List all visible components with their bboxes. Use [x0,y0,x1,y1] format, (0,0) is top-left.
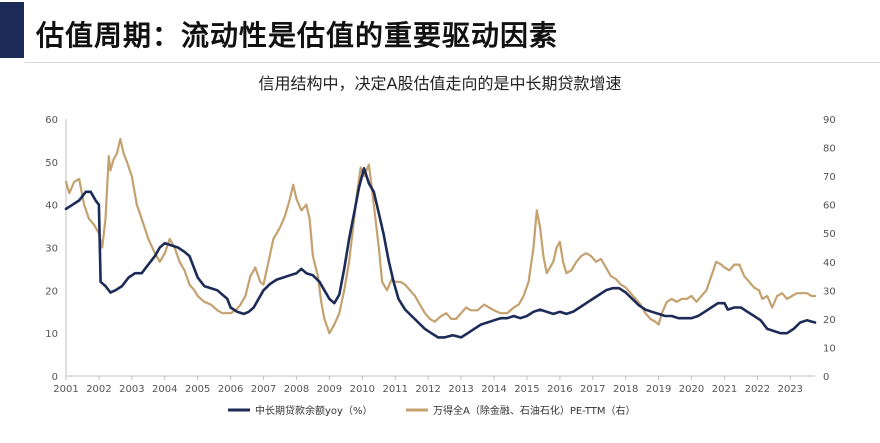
x-tick-label: 2003 [119,384,144,395]
x-tick-label: 2010 [350,384,375,395]
series-line-pe-ttm [64,137,817,335]
left-tick-label: 10 [45,329,58,340]
right-tick-label: 30 [823,286,836,297]
page-title: 估值周期：流动性是估值的重要驱动因素 [36,19,559,52]
left-tick-label: 50 [45,158,58,169]
x-tick-label: 2015 [514,384,539,395]
left-tick-label: 60 [45,115,58,126]
legend-label-loan-yoy: 中长期贷款余额yoy（%） [255,404,372,417]
right-tick-label: 90 [823,115,836,126]
x-tick-label: 2001 [53,384,78,395]
left-tick-label: 40 [45,201,58,212]
chart-title: 信用结构中，决定A股估值走向的是中长期贷款增速 [258,74,622,93]
title-divider [24,62,880,63]
x-tick-label: 2019 [646,384,671,395]
x-tick-label: 2006 [218,384,243,395]
x-tick-label: 2012 [415,384,440,395]
right-tick-label: 70 [823,172,836,183]
left-tick-label: 20 [45,286,58,297]
legend: 中长期贷款余额yoy（%） 万得全A（除金融、石油石化）PE-TTM（右） [228,404,636,417]
legend-label-pe-ttm: 万得全A（除金融、石油石化）PE-TTM（右） [433,404,636,417]
axes: 0 10 20 30 40 50 60 0 10 20 30 40 50 60 70 80 90 2001 2002… [45,115,835,395]
x-tick-label: 2011 [383,384,408,395]
right-tick-label: 50 [823,229,836,240]
right-tick-label: 10 [823,343,836,354]
x-tick-label: 2002 [86,384,111,395]
x-tick-label: 2016 [547,384,572,395]
x-tick-label: 2023 [778,384,803,395]
x-tick-label: 2004 [152,384,177,395]
left-tick-label: 0 [52,372,58,383]
x-tick-label: 2014 [481,384,506,395]
left-tick-label: 30 [45,244,58,255]
x-tick-label: 2009 [317,384,342,395]
right-tick-label: 80 [823,144,836,155]
x-tick-label: 2007 [251,384,276,395]
right-tick-label: 20 [823,315,836,326]
series-lines [64,137,817,339]
right-tick-label: 40 [823,258,836,269]
x-tick-label: 2017 [580,384,605,395]
x-tick-label: 2021 [712,384,737,395]
x-tick-label: 2005 [185,384,210,395]
x-tick-label: 2008 [284,384,309,395]
right-tick-label: 60 [823,201,836,212]
right-tick-label: 0 [823,372,829,383]
x-tick-label: 2022 [745,384,770,395]
series-line-loan-yoy [64,167,817,339]
x-tick-label: 2020 [679,384,704,395]
x-tick-label: 2018 [613,384,638,395]
x-tick-label: 2013 [448,384,473,395]
title-accent-bar [0,2,24,58]
